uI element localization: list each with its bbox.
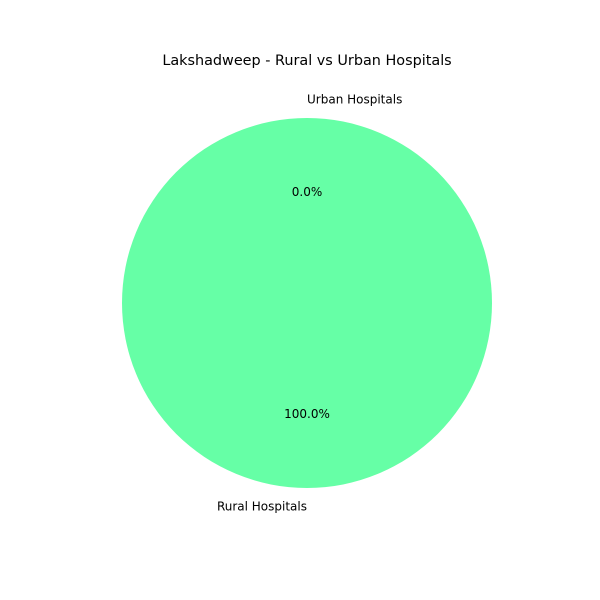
pct-label-urban-hospitals: 0.0% — [292, 185, 323, 199]
pie-labels: Rural Hospitals 100.0% Urban Hospitals 0.0% — [217, 93, 402, 514]
chart-title: Lakshadweep - Rural vs Urban Hospitals — [162, 53, 451, 69]
pie-slices — [122, 118, 492, 488]
pct-label-rural-hospitals: 100.0% — [284, 407, 330, 421]
slice-label-rural-hospitals: Rural Hospitals — [217, 500, 307, 514]
pie-slice-rural-hospitals — [122, 118, 492, 488]
slice-label-urban-hospitals: Urban Hospitals — [307, 93, 402, 107]
